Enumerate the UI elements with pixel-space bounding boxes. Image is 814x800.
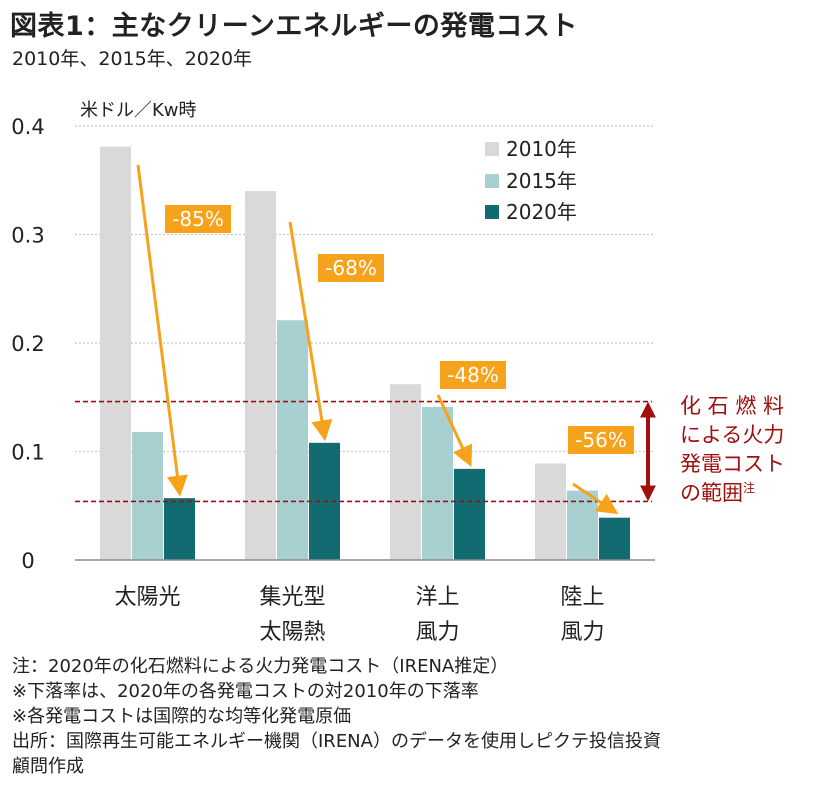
decline-label: -56% xyxy=(575,428,627,452)
decline-arrow xyxy=(288,221,333,442)
legend: 2010年 2015年 2020年 xyxy=(485,137,577,224)
legend-label: 2020年 xyxy=(506,200,577,224)
bar xyxy=(164,498,195,560)
decline-label-box xyxy=(318,254,384,282)
legend-swatch xyxy=(485,142,499,156)
y-axis: 0 0.1 0.2 0.3 0.4 xyxy=(11,115,44,573)
bar xyxy=(454,468,485,560)
decline-label-box xyxy=(165,205,231,233)
decline-label-box xyxy=(568,426,634,454)
bar xyxy=(599,517,630,560)
legend-label: 2010年 xyxy=(506,137,577,161)
bar xyxy=(132,431,163,560)
fossil-range-label: による火力 xyxy=(680,423,784,447)
decline-arrow xyxy=(572,482,619,515)
bar xyxy=(277,320,308,560)
bar-chart: 00.10.20.30.4 米ドル／Kw時 太陽光 集光型太陽熱洋上風力陸上風力 … xyxy=(11,100,785,645)
footnotes: 注：2020年の化石燃料による火力発電コスト（IRENA推定） ※下落率は、20… xyxy=(12,654,661,779)
x-tick-label: 陸上 xyxy=(560,585,604,610)
note-mark: 注 xyxy=(743,480,755,495)
decline-arrow xyxy=(136,164,188,497)
y-tick-label: 0 xyxy=(21,549,34,573)
chart-title: 図表1：主なクリーンエネルギーの発電コスト xyxy=(10,11,578,42)
decline-label: -85% xyxy=(172,207,224,231)
decline-label: -68% xyxy=(325,256,377,280)
decline-arrows: -85% -68% -48% -56% xyxy=(136,164,634,515)
note-line: ※下落率は、2020年の各発電コストの対2010年の下落率 xyxy=(12,681,479,702)
y-tick-label: 0.4 xyxy=(11,115,44,139)
note-line: 顧問作成 xyxy=(12,756,84,777)
legend-swatch xyxy=(485,174,499,188)
x-tick-label-line2: 風力 xyxy=(415,620,459,645)
bar xyxy=(245,191,276,560)
legend-label: 2015年 xyxy=(506,169,577,193)
chart-subtitle: 2010年、2015年、2020年 xyxy=(12,48,253,70)
note-line: 出所：国際再生可能エネルギー機関（IRENA）のデータを使用しピクテ投信投資 xyxy=(12,731,661,752)
bar xyxy=(422,407,453,560)
note-line: 注：2020年の化石燃料による火力発電コスト（IRENA推定） xyxy=(12,656,509,677)
fossil-range-label: の範囲注 xyxy=(680,480,755,505)
y-axis-label: 米ドル／Kw時 xyxy=(80,100,197,121)
fossil-range-label: 発電コスト xyxy=(680,452,785,476)
decline-label: -48% xyxy=(447,363,499,387)
y-tick-label: 0.2 xyxy=(11,332,44,356)
legend-swatch xyxy=(485,205,499,219)
x-tick-label: 集光型 xyxy=(259,585,325,610)
gridlines xyxy=(75,125,655,453)
note-line: ※各発電コストは国際的な均等化発電原価 xyxy=(12,706,352,727)
decline-arrow xyxy=(436,394,473,467)
y-tick-label: 0.1 xyxy=(11,441,44,465)
x-tick-label: 洋上 xyxy=(415,585,459,610)
x-tick-label: 太陽光 xyxy=(114,585,180,610)
bar xyxy=(390,384,421,560)
fossil-range-label: 化 石 燃 料 xyxy=(680,394,784,418)
x-tick-label-line2: 太陽熱 xyxy=(259,620,325,645)
x-tick-label-line2: 風力 xyxy=(560,620,604,645)
decline-label-box xyxy=(440,361,506,389)
y-tick-label: 0.3 xyxy=(11,224,44,248)
bar xyxy=(535,463,566,560)
bars xyxy=(100,146,630,561)
bar xyxy=(100,146,131,561)
